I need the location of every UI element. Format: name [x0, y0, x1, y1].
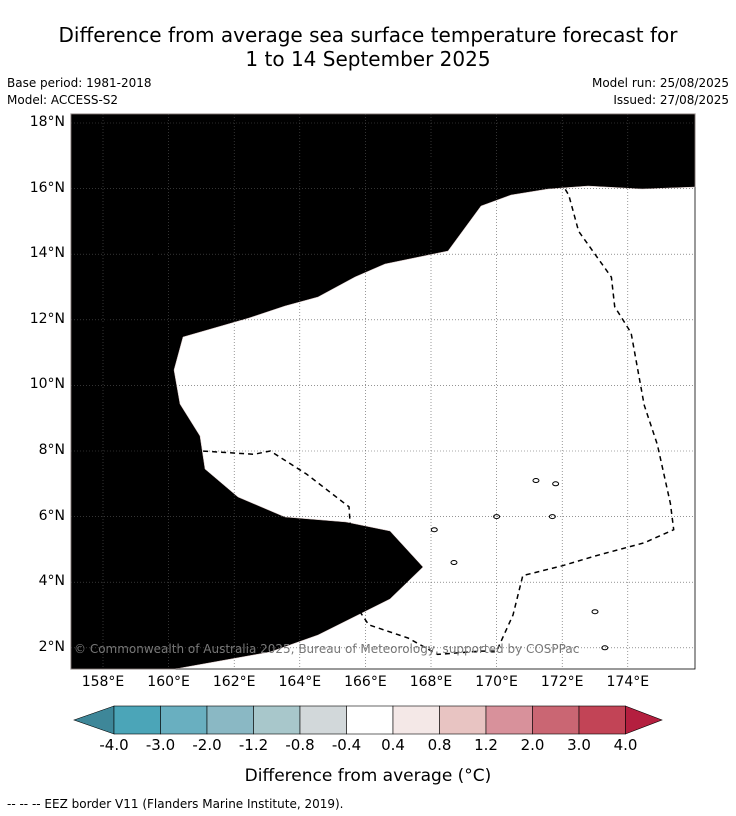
colorbar-tick-label: 2.0 [520, 736, 545, 754]
latitude-label: 2°N [38, 638, 65, 655]
atoll [552, 481, 560, 487]
colorbar-swatch [439, 705, 487, 735]
atoll [493, 514, 501, 520]
colorbar-high-extension [625, 705, 663, 735]
atoll [591, 609, 599, 615]
latitude-label: 6°N [38, 507, 65, 524]
base-period: Base period: 1981-2018 [7, 76, 152, 90]
longitude-label: 168°E [409, 674, 453, 690]
colorbar-tick-label: 4.0 [613, 736, 638, 754]
colorbar-swatch [299, 705, 347, 735]
colorbar-low-extension [73, 705, 115, 735]
colorbar-tick-label: 3.0 [567, 736, 591, 754]
longitude-label: 166°E [344, 674, 387, 690]
longitude-label: 164°E [278, 674, 322, 690]
colorbar-tick-label: -0.4 [331, 736, 362, 754]
colorbar-swatch [206, 705, 254, 735]
model-run: Model run: 25/08/2025 [591, 76, 729, 90]
latitude-label: 16°N [29, 179, 65, 196]
atoll [430, 527, 438, 533]
colorbar-tick-label: -3.0 [145, 736, 176, 754]
model-name: Model: ACCESS-S2 [7, 93, 119, 107]
longitude-label: 160°E [147, 674, 190, 690]
longitude-label: 158°E [81, 674, 125, 690]
latitude-label: 4°N [38, 573, 65, 590]
atoll [601, 645, 609, 651]
copyright-notice: © Commonwealth of Australia 2025, Bureau… [74, 642, 579, 656]
colorbar-swatch [392, 705, 440, 735]
colorbar-swatch [160, 705, 208, 735]
colorbar-swatch [578, 705, 626, 735]
colorbar-tick-label: -4.0 [99, 736, 129, 754]
latitude-label: 10°N [29, 376, 65, 393]
eez-note: -- -- -- EEZ border V11 (Flanders Marine… [7, 797, 344, 811]
colorbar-swatch [346, 705, 394, 735]
atoll [548, 514, 556, 520]
longitude-label: 172°E [540, 674, 584, 690]
longitude-label: 162°E [212, 674, 256, 690]
longitude-label: 174°E [606, 674, 650, 690]
colorbar-tick-label: 1.2 [474, 736, 498, 754]
map-title-line1: Difference from average sea surface temp… [58, 23, 678, 47]
colorbar-tick-label: 0.8 [427, 736, 452, 754]
atoll [532, 478, 540, 484]
issued-date: Issued: 27/08/2025 [613, 93, 729, 107]
latitude-label: 14°N [29, 245, 65, 262]
colorbar-tick-label: -0.8 [285, 736, 315, 754]
colorbar-tick-label: -1.2 [238, 736, 269, 754]
longitude-label: 170°E [475, 674, 518, 690]
graticule [71, 114, 695, 669]
colorbar-title: Difference from average (°C) [244, 766, 492, 786]
colorbar-swatch [485, 705, 533, 735]
atoll [79, 484, 87, 490]
map-title-line2: 1 to 14 September 2025 [245, 47, 491, 71]
colorbar-swatch [113, 705, 161, 735]
atolls [79, 478, 609, 651]
latitude-label: 8°N [38, 442, 65, 458]
atoll [260, 537, 268, 543]
latitude-label: 18°N [29, 114, 65, 130]
colorbar-swatch [253, 705, 301, 735]
atoll [450, 560, 458, 566]
colorbar-swatch [532, 705, 580, 735]
latitude-label: 12°N [29, 310, 65, 327]
colorbar-tick-label: -2.0 [192, 736, 222, 754]
colorbar-tick-label: 0.4 [381, 736, 405, 754]
